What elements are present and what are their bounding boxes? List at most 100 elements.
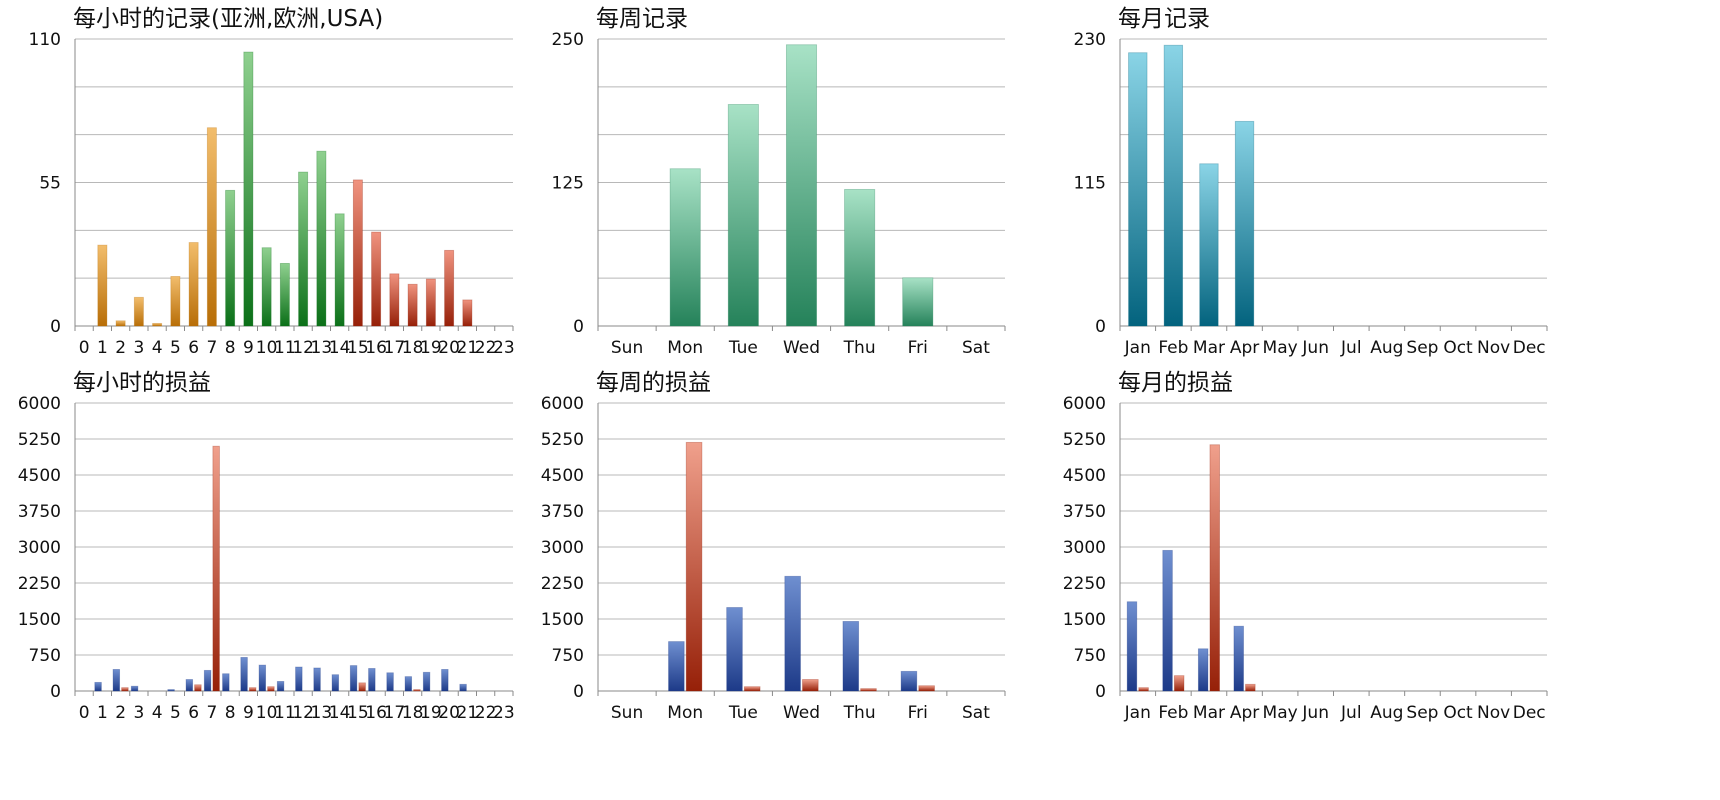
- x-tick-label: 19: [420, 338, 442, 358]
- y-tick-label: 3000: [18, 538, 61, 558]
- bar-7-series-1: [203, 669, 212, 692]
- chart-title: 每周的损益: [596, 370, 711, 396]
- y-tick-label: 3750: [18, 502, 61, 522]
- bar-Thu-series-1: [842, 621, 860, 692]
- x-tick-label: 7: [206, 338, 217, 358]
- x-tick-label: 10: [256, 703, 278, 723]
- y-tick-label: 3000: [1063, 538, 1106, 558]
- x-tick-label: Feb: [1158, 338, 1188, 358]
- x-tick-label: Jan: [1124, 703, 1151, 723]
- bar-10-series-1: [258, 664, 267, 692]
- bar-Mar-series-1: [1197, 648, 1209, 692]
- bar-Wed: [785, 44, 818, 327]
- chart-title: 每月记录: [1118, 6, 1210, 32]
- bar-3: [133, 296, 144, 327]
- chart-2: 每周记录 0 125 250 Sun Mon Tue Wed Thu Fri Sat: [552, 6, 1006, 358]
- bar-Jan-series-1: [1126, 601, 1138, 692]
- x-tick-label: Feb: [1158, 703, 1188, 723]
- x-tick-label: 6: [188, 703, 199, 723]
- x-tick-label: Apr: [1230, 703, 1259, 723]
- x-tick-label: 18: [402, 338, 424, 358]
- x-tick-label: Sat: [962, 338, 990, 358]
- x-tick-label: 12: [292, 338, 314, 358]
- x-tick-label: 9: [243, 338, 254, 358]
- bar-6: [188, 242, 199, 327]
- bar-9-series-2: [248, 687, 257, 692]
- y-tick-label: 0: [573, 682, 584, 702]
- bar-5: [170, 276, 181, 327]
- bar-Feb: [1163, 44, 1184, 327]
- y-tick-label: 750: [1074, 646, 1106, 666]
- x-tick-label: 13: [311, 338, 333, 358]
- x-tick-label: 3: [133, 338, 144, 358]
- bars: [669, 44, 934, 327]
- bar-3-series-1: [130, 685, 139, 692]
- bar-10: [261, 247, 272, 327]
- y-tick-label: 6000: [1063, 394, 1106, 414]
- y-tick-label: 1500: [18, 610, 61, 630]
- x-tick-label: Dec: [1513, 703, 1546, 723]
- bar-Wed-series-2: [802, 679, 819, 692]
- x-tick-label: Oct: [1443, 703, 1473, 723]
- x-tick-label: 18: [402, 703, 424, 723]
- bars: [668, 441, 935, 692]
- x-tick-label: Apr: [1230, 338, 1259, 358]
- x-tick-label: 16: [365, 703, 387, 723]
- bar-16-series-1: [368, 668, 376, 692]
- y-tick-label: 6000: [541, 394, 584, 414]
- bar-2-series-2: [121, 687, 129, 692]
- bar-8-series-1: [222, 673, 230, 692]
- x-tick-label: Dec: [1513, 338, 1546, 358]
- y-tick-label: 750: [29, 646, 61, 666]
- x-tick-label: Sep: [1406, 703, 1438, 723]
- bar-13-series-1: [313, 667, 321, 692]
- x-tick-label: 14: [329, 703, 351, 723]
- y-tick-label: 2250: [18, 574, 61, 594]
- bar-16: [371, 231, 382, 327]
- x-tick-label: Wed: [783, 703, 820, 723]
- y-tick-label: 0: [1095, 682, 1106, 702]
- x-tick-label: 22: [475, 703, 497, 723]
- y-tick-label: 0: [1095, 317, 1106, 337]
- x-tick-label: Mon: [667, 338, 703, 358]
- x-tick-label: 23: [493, 703, 515, 723]
- x-tick-label: Sat: [962, 703, 990, 723]
- x-tick-label: Aug: [1370, 703, 1403, 723]
- chart-title: 每月的损益: [1118, 370, 1233, 396]
- y-tick-label: 2250: [1063, 574, 1106, 594]
- x-tick-label: 20: [438, 338, 460, 358]
- bar-18-series-2: [413, 689, 421, 692]
- x-tick-label: 5: [170, 703, 181, 723]
- bar-14: [334, 213, 345, 327]
- x-tick-label: Nov: [1477, 703, 1510, 723]
- bar-20: [444, 249, 455, 327]
- chart-3: 每月记录 0 115 230 Jan Feb Mar Apr May Jun Jul Aug Sep Oc…: [1074, 6, 1548, 358]
- x-tick-label: 23: [493, 338, 515, 358]
- bar-17-series-1: [386, 672, 394, 692]
- bars: [1126, 444, 1256, 692]
- bar-Feb-series-2: [1173, 675, 1185, 692]
- y-tick-label: 2250: [541, 574, 584, 594]
- y-tick-label: 5250: [1063, 430, 1106, 450]
- bar-15-series-1: [349, 665, 358, 692]
- bar-Mon-series-2: [685, 441, 703, 692]
- bar-Jan: [1128, 52, 1148, 327]
- bar-4: [152, 322, 163, 327]
- x-tick-label: 1: [97, 338, 108, 358]
- x-tick-label: 5: [170, 338, 181, 358]
- bar-8: [225, 189, 236, 327]
- x-tick-label: 11: [274, 338, 296, 358]
- y-tick-label: 55: [39, 174, 61, 194]
- y-tick-label: 3750: [1063, 502, 1106, 522]
- x-tick-label: 15: [347, 703, 369, 723]
- bar-Apr-series-1: [1233, 625, 1244, 692]
- x-tick-label: Aug: [1370, 338, 1403, 358]
- bar-18: [407, 283, 418, 327]
- bar-15-series-2: [358, 682, 366, 692]
- y-tick-label: 4500: [1063, 466, 1106, 486]
- x-tick-label: Tue: [728, 703, 758, 723]
- x-tick-label: Mon: [667, 703, 703, 723]
- x-tick-label: Nov: [1477, 338, 1510, 358]
- x-tick-label: 11: [274, 703, 296, 723]
